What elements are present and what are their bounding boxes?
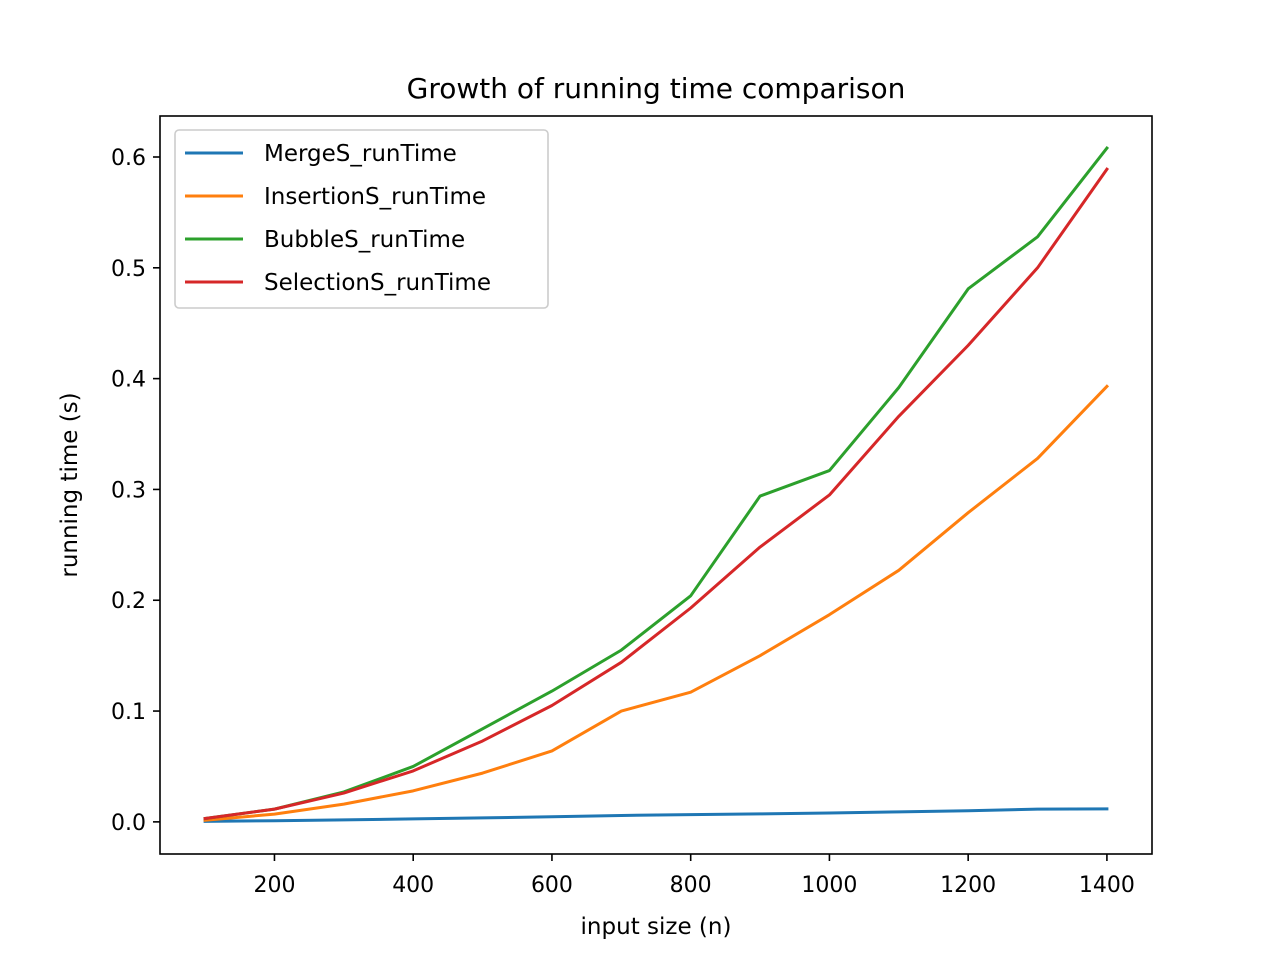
y-axis-label: running time (s): [57, 392, 83, 577]
legend-box: [174, 129, 549, 309]
y-tick-label: 0.5: [111, 257, 146, 282]
series-line-4: [203, 167, 1109, 821]
x-tick-label: 200: [253, 873, 295, 898]
y-tick-label: 0.1: [111, 700, 146, 725]
x-tick-label: 1200: [940, 873, 996, 898]
legend-label-1: MergeS_runTime: [264, 141, 457, 167]
chart-title: Growth of running time comparison: [407, 72, 906, 105]
x-tick-label: 1000: [801, 873, 857, 898]
legend: MergeS_runTime InsertionS_runTime BubbleS_…: [174, 129, 549, 309]
y-tick-label: 0.0: [111, 811, 146, 836]
legend-label-3: BubbleS_runTime: [264, 227, 465, 253]
series-line-2: [203, 384, 1110, 822]
y-tick-label: 0.3: [111, 478, 146, 503]
x-tick-label: 1400: [1079, 873, 1135, 898]
x-axis-label: input size (n): [581, 914, 732, 940]
x-tick-label: 600: [531, 873, 573, 898]
x-axis-ticks: 200 400 600 800 1000 1200 1400: [253, 854, 1135, 898]
y-tick-label: 0.2: [111, 589, 146, 614]
series-line-1: [203, 807, 1109, 823]
plot-frame: [159, 115, 1153, 855]
x-tick-label: 400: [392, 873, 434, 898]
legend-label-4: SelectionS_runTime: [264, 270, 491, 296]
x-tick-label: 800: [670, 873, 712, 898]
legend-label-2: InsertionS_runTime: [264, 184, 486, 210]
series-line-3: [203, 146, 1110, 821]
y-tick-label: 0.6: [111, 146, 146, 171]
series-lines: [203, 146, 1110, 823]
y-axis-ticks: 0.0 0.1 0.2 0.3 0.4 0.5 0.6: [111, 146, 160, 836]
y-tick-label: 0.4: [111, 368, 146, 393]
